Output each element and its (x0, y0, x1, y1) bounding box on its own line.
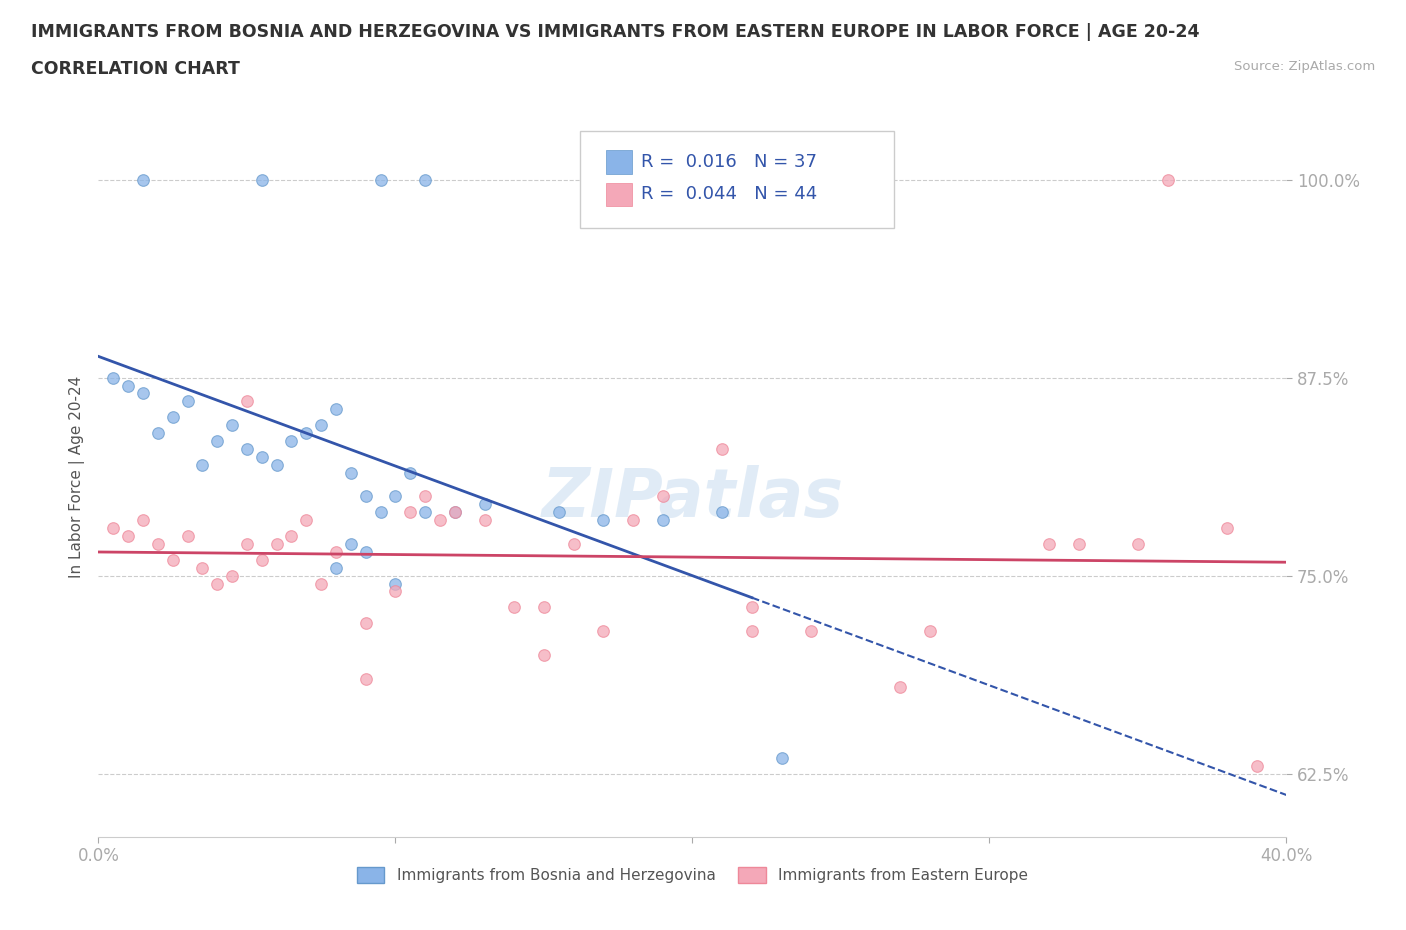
Point (370, 505, 392, 520)
Point (503, 600, 526, 615)
Point (191, 560, 214, 575)
Point (1067, 537, 1090, 551)
Point (384, 489, 406, 504)
Point (1246, 758, 1268, 773)
Point (370, 172, 392, 187)
Point (325, 402, 347, 417)
Point (399, 505, 422, 520)
Point (474, 497, 496, 512)
Point (1216, 521, 1239, 536)
Text: R =  0.016   N = 37: R = 0.016 N = 37 (641, 153, 817, 171)
FancyBboxPatch shape (579, 130, 894, 228)
Point (325, 544, 347, 559)
Point (1038, 537, 1060, 551)
Point (162, 552, 184, 567)
Point (354, 671, 377, 686)
Point (103, 370, 125, 385)
Point (205, 576, 228, 591)
Point (384, 576, 406, 591)
Point (443, 505, 465, 520)
Point (711, 442, 734, 457)
Point (146, 537, 169, 551)
Y-axis label: In Labor Force | Age 20-24: In Labor Force | Age 20-24 (69, 376, 84, 578)
Point (340, 465, 363, 480)
Point (325, 560, 347, 575)
Text: ZIPatlas: ZIPatlas (541, 465, 844, 531)
Text: CORRELATION CHART: CORRELATION CHART (31, 60, 240, 78)
Point (280, 433, 302, 448)
Point (221, 418, 243, 432)
Point (295, 512, 318, 527)
Point (266, 537, 288, 551)
Point (429, 512, 451, 527)
Point (741, 600, 763, 615)
Point (533, 647, 555, 662)
Point (340, 537, 363, 551)
Point (176, 394, 198, 409)
Point (1126, 537, 1149, 551)
Point (221, 568, 243, 583)
Point (741, 624, 763, 639)
Text: Source: ZipAtlas.com: Source: ZipAtlas.com (1234, 60, 1375, 73)
Point (920, 624, 942, 639)
Point (651, 512, 673, 527)
Point (800, 624, 823, 639)
Text: R =  0.044   N = 44: R = 0.044 N = 44 (641, 185, 818, 203)
Point (443, 505, 465, 520)
Point (117, 528, 139, 543)
Point (250, 172, 273, 187)
Point (474, 512, 496, 527)
Text: IMMIGRANTS FROM BOSNIA AND HERZEGOVINA VS IMMIGRANTS FROM EASTERN EUROPE IN LABO: IMMIGRANTS FROM BOSNIA AND HERZEGOVINA V… (31, 23, 1199, 41)
Point (146, 426, 169, 441)
Legend: Immigrants from Bosnia and Herzegovina, Immigrants from Eastern Europe: Immigrants from Bosnia and Herzegovina, … (357, 868, 1028, 884)
Point (651, 489, 673, 504)
Point (384, 584, 406, 599)
Point (280, 528, 302, 543)
Point (413, 505, 436, 520)
Point (354, 544, 377, 559)
Point (191, 458, 214, 472)
Point (889, 679, 911, 694)
Point (354, 489, 377, 504)
Point (711, 505, 734, 520)
Point (621, 512, 644, 527)
Point (266, 458, 288, 472)
Point (399, 465, 422, 480)
Point (117, 379, 139, 393)
Point (250, 552, 273, 567)
Bar (606, 182, 631, 206)
Point (309, 418, 332, 432)
Point (413, 489, 436, 504)
Bar (606, 150, 631, 174)
Point (770, 751, 793, 765)
Point (132, 512, 155, 527)
Point (533, 600, 555, 615)
Point (205, 433, 228, 448)
Point (413, 172, 436, 187)
Point (592, 512, 614, 527)
Point (354, 616, 377, 631)
Point (236, 537, 259, 551)
Point (250, 449, 273, 464)
Point (547, 505, 569, 520)
Point (236, 394, 259, 409)
Point (562, 537, 585, 551)
Point (592, 624, 614, 639)
Point (1156, 172, 1178, 187)
Point (103, 521, 125, 536)
Point (176, 528, 198, 543)
Point (132, 172, 155, 187)
Point (132, 386, 155, 401)
Point (295, 426, 318, 441)
Point (162, 410, 184, 425)
Point (236, 442, 259, 457)
Point (309, 576, 332, 591)
